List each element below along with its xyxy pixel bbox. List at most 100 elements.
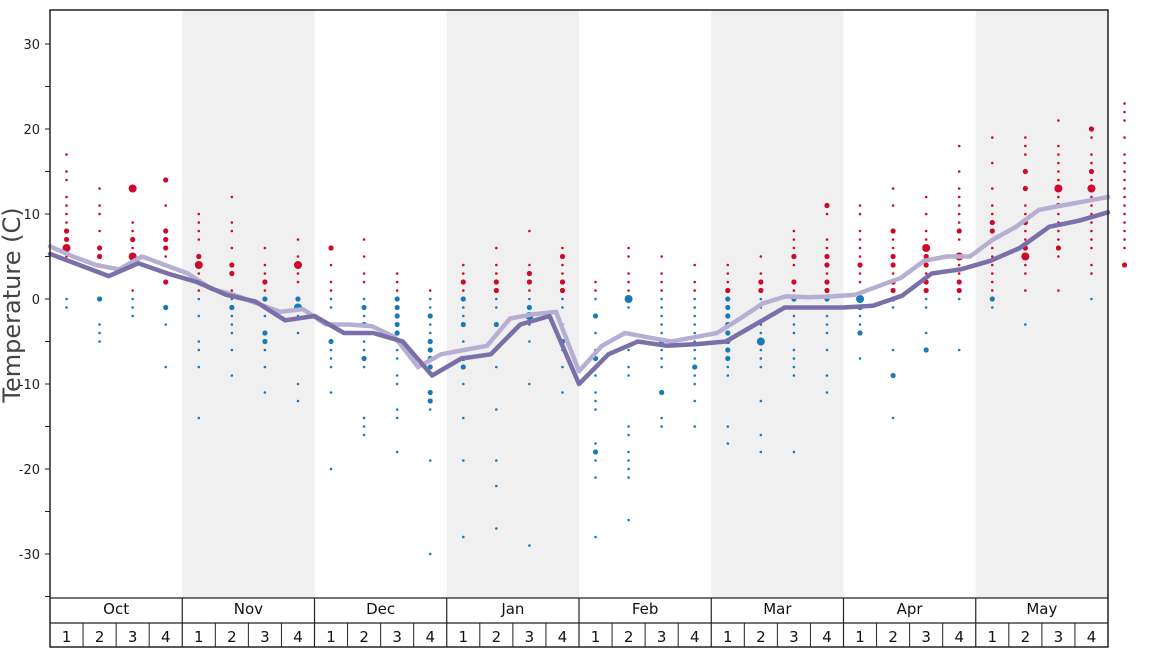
data-point xyxy=(693,263,697,267)
data-point xyxy=(362,425,366,428)
data-point xyxy=(990,204,994,207)
data-point xyxy=(427,313,433,319)
data-point xyxy=(1024,212,1027,216)
data-point xyxy=(427,338,433,345)
data-point xyxy=(825,331,829,335)
data-point xyxy=(526,279,533,285)
data-point xyxy=(528,340,531,343)
data-point xyxy=(1123,246,1126,250)
data-point xyxy=(1022,185,1028,192)
data-point xyxy=(230,331,234,335)
data-point xyxy=(594,442,597,445)
data-point xyxy=(594,408,597,411)
data-point xyxy=(759,272,763,275)
data-point xyxy=(592,313,599,319)
data-point xyxy=(197,212,201,216)
data-point xyxy=(824,253,830,260)
data-point xyxy=(858,272,862,275)
data-point xyxy=(990,246,994,250)
data-point xyxy=(890,287,896,294)
week-label: 1 xyxy=(459,628,469,646)
data-point xyxy=(693,289,697,292)
data-point xyxy=(825,391,829,394)
data-point xyxy=(759,348,763,352)
data-point xyxy=(1057,153,1060,156)
data-point xyxy=(427,347,433,353)
data-point xyxy=(660,297,663,301)
data-point xyxy=(957,212,961,216)
data-point xyxy=(1024,136,1027,139)
data-point xyxy=(594,459,597,462)
data-point xyxy=(163,228,169,234)
data-point xyxy=(559,253,566,260)
data-point xyxy=(230,348,234,352)
data-point xyxy=(96,245,103,251)
data-point xyxy=(328,338,334,345)
data-point xyxy=(362,348,366,352)
data-point xyxy=(395,416,399,420)
data-point xyxy=(1123,238,1126,241)
data-point xyxy=(924,297,928,301)
data-point xyxy=(726,425,730,428)
data-point xyxy=(1090,178,1093,182)
data-point xyxy=(594,374,597,377)
data-point xyxy=(461,459,465,462)
month-label: Dec xyxy=(366,600,395,618)
data-point xyxy=(495,272,498,275)
data-point xyxy=(1088,126,1095,132)
data-point xyxy=(128,184,137,193)
data-point xyxy=(493,321,499,328)
data-point xyxy=(791,253,797,260)
data-point xyxy=(1123,110,1126,114)
data-point xyxy=(891,272,895,275)
data-point xyxy=(526,304,533,311)
data-point xyxy=(858,323,862,326)
data-point xyxy=(561,391,564,394)
data-point xyxy=(296,280,300,284)
data-point xyxy=(362,365,366,369)
data-point xyxy=(1057,212,1060,216)
data-point xyxy=(857,262,863,268)
data-point xyxy=(428,331,432,335)
data-point xyxy=(230,246,234,250)
data-point xyxy=(1123,170,1126,173)
data-point xyxy=(296,399,300,403)
data-point xyxy=(1090,246,1093,250)
data-point xyxy=(627,255,630,258)
data-point xyxy=(296,331,300,335)
week-label: 1 xyxy=(194,628,204,646)
data-point xyxy=(427,389,433,396)
data-point xyxy=(627,365,630,369)
data-point xyxy=(461,416,465,420)
week-label: 3 xyxy=(260,628,270,646)
data-point xyxy=(792,238,796,241)
data-point xyxy=(131,246,134,250)
data-point xyxy=(890,253,896,260)
data-point xyxy=(923,262,929,268)
data-point xyxy=(660,314,663,318)
y-tick-label: -30 xyxy=(19,548,40,563)
data-point xyxy=(1090,221,1093,224)
data-point xyxy=(262,338,268,345)
data-point xyxy=(197,340,201,343)
data-point xyxy=(725,304,731,311)
data-point xyxy=(756,337,765,346)
data-point xyxy=(230,289,234,292)
data-point xyxy=(395,374,399,377)
data-point xyxy=(693,374,697,377)
data-point xyxy=(758,279,764,285)
data-point xyxy=(990,136,994,139)
data-point xyxy=(230,221,234,224)
data-point xyxy=(395,272,399,275)
data-point xyxy=(65,212,68,216)
data-point xyxy=(923,253,929,260)
data-point xyxy=(196,253,202,260)
data-point xyxy=(924,195,928,199)
data-point xyxy=(1057,255,1060,258)
data-point xyxy=(660,272,663,275)
data-point xyxy=(922,244,931,252)
data-point xyxy=(989,228,995,234)
week-label: 2 xyxy=(95,628,105,646)
data-point xyxy=(891,416,895,420)
data-point xyxy=(627,246,630,250)
